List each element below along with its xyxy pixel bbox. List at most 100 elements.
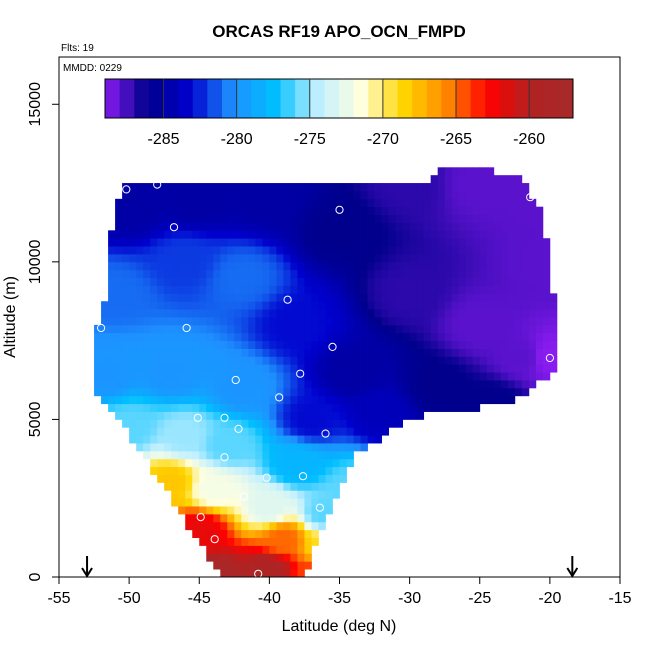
field-cell (297, 309, 305, 318)
field-cell (346, 419, 354, 428)
field-cell (451, 340, 460, 349)
field-cell (402, 309, 411, 318)
field-cell (192, 506, 200, 515)
field-cell (248, 309, 256, 318)
field-cell (171, 198, 179, 208)
field-cell (255, 403, 263, 412)
field-cell (486, 348, 495, 357)
field-cell (255, 435, 263, 444)
field-cell (290, 545, 298, 554)
field-cell (325, 506, 333, 515)
field-cell (409, 206, 418, 215)
field-cell (388, 246, 396, 255)
field-cell (150, 458, 158, 468)
field-cell (262, 395, 270, 405)
field-cell (157, 277, 165, 286)
field-cell (269, 403, 277, 412)
field-cell (178, 466, 186, 475)
field-cell (206, 214, 214, 223)
field-cell (178, 427, 186, 436)
field-cell (276, 364, 284, 373)
field-cell (423, 356, 432, 365)
field-cell (262, 317, 270, 326)
field-cell (339, 309, 347, 318)
field-cell (262, 443, 270, 452)
field-cell (171, 269, 179, 279)
field-cell (227, 450, 235, 460)
field-cell (486, 246, 495, 255)
field-cell (227, 222, 235, 231)
field-cell (283, 411, 291, 420)
field-cell (262, 364, 270, 373)
field-cell (360, 443, 368, 452)
field-cell (339, 380, 347, 389)
field-cell (346, 214, 354, 223)
field-cell (465, 324, 474, 334)
field-cell (395, 340, 404, 349)
field-cell (108, 230, 116, 239)
field-cell (332, 190, 340, 200)
field-cell (192, 230, 200, 239)
field-cell (437, 403, 446, 412)
field-cell (143, 435, 151, 444)
field-cell (451, 198, 460, 208)
field-cell (388, 301, 396, 310)
field-cell (388, 340, 396, 349)
field-cell (465, 183, 474, 192)
field-cell (318, 269, 326, 279)
field-cell (325, 450, 333, 460)
field-cell (437, 317, 446, 326)
field-cell (388, 222, 396, 231)
field-cell (164, 411, 172, 420)
field-cell (227, 309, 235, 318)
field-cell (206, 246, 214, 255)
field-cell (353, 198, 361, 208)
field-cell (129, 190, 137, 200)
field-cell (262, 309, 270, 318)
field-cell (122, 246, 130, 255)
field-cell (115, 348, 123, 357)
field-cell (290, 293, 298, 302)
field-cell (325, 222, 333, 231)
field-cell (269, 246, 277, 255)
field-cell (94, 332, 102, 342)
field-cell (178, 348, 186, 357)
field-cell (136, 301, 144, 310)
field-cell (150, 443, 158, 452)
field-cell (367, 427, 375, 436)
field-cell (101, 395, 109, 405)
field-cell (255, 537, 263, 546)
field-cell (325, 474, 333, 483)
field-cell (444, 364, 453, 373)
field-cell (234, 387, 242, 397)
field-cell (325, 435, 333, 444)
field-cell (318, 301, 326, 310)
field-cell (192, 253, 200, 263)
field-cell (332, 474, 340, 483)
field-cell (185, 435, 193, 444)
field-cell (360, 395, 368, 405)
field-cell (304, 238, 312, 247)
field-cell (227, 380, 235, 389)
field-cell (227, 443, 235, 452)
field-cell (311, 198, 319, 208)
field-cell (213, 506, 221, 515)
field-cell (493, 238, 502, 247)
x-tick-label: -55 (47, 590, 70, 607)
field-cell (521, 332, 530, 342)
field-cell (248, 529, 256, 539)
field-cell (367, 419, 375, 428)
field-cell (255, 253, 263, 263)
field-cell (115, 285, 123, 294)
field-cell (374, 395, 382, 405)
field-cell (409, 222, 418, 231)
field-cell (241, 395, 249, 405)
field-cell (164, 238, 172, 247)
field-cell (381, 277, 389, 286)
field-cell (402, 356, 411, 365)
field-cell (206, 317, 214, 326)
field-cell (227, 419, 235, 428)
field-cell (346, 269, 354, 279)
field-cell (227, 317, 235, 326)
field-cell (269, 387, 277, 397)
